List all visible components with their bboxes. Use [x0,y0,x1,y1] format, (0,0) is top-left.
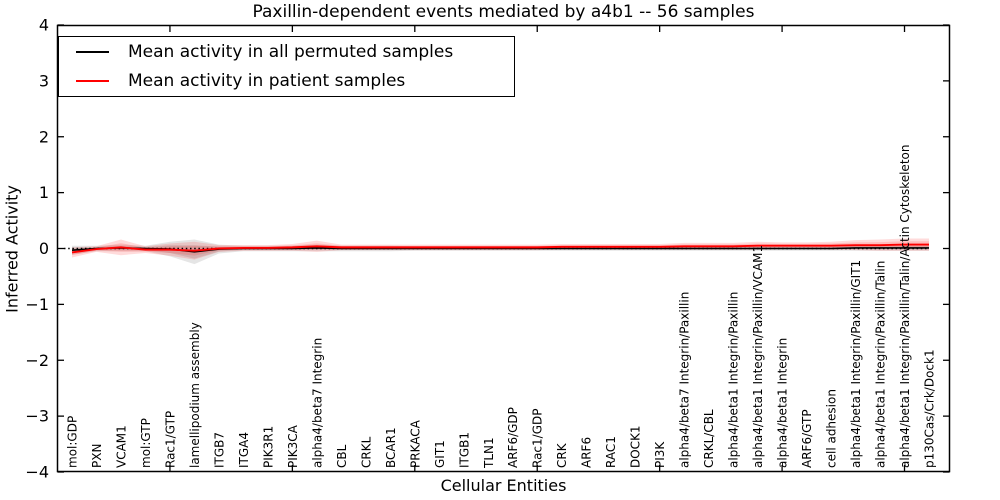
legend-line-sample-patient [76,80,109,83]
x-tick-label: mol:GDP [66,416,80,468]
y-tick-label: 4 [39,16,49,35]
x-tick-label: CRK [555,442,569,468]
y-tick-label: 2 [39,127,49,146]
x-axis-label: Cellular Entities [440,476,567,495]
x-tick-label: alpha4/beta7 Integrin [310,338,324,468]
x-tick-label: CRKL/CBL [702,409,716,468]
x-tick-label: mol:GTP [139,418,153,468]
y-tick-label: −1 [25,295,49,314]
x-tick-label: Rac1/GTP [163,411,177,468]
legend-label-patient: Mean activity in patient samples [128,71,406,92]
y-tick-label: 1 [39,183,49,202]
x-tick-label: PXN [90,444,104,468]
x-tick-label: VCAM1 [114,425,128,468]
x-tick-label: cell adhesion [825,389,839,468]
x-tick-label: ITGB1 [457,432,471,468]
x-tick-label: alpha4/beta7 Integrin/Paxillin [678,292,692,468]
x-tick-label: PIK3R1 [261,426,275,468]
x-tick-label: CRKL [359,436,373,468]
x-tick-label: alpha4/beta1 Integrin/Paxillin/Talin [874,261,888,468]
x-tick-label: alpha4/beta1 Integrin/Paxillin/GIT1 [849,260,863,468]
x-tick-label: alpha4/beta1 Integrin [776,338,790,468]
y-tick-label: 3 [39,71,49,90]
x-tick-label: RAC1 [604,436,618,468]
x-tick-label: PRKACA [408,419,422,468]
y-tick-label: −3 [25,407,49,426]
y-tick-label: −4 [25,463,49,482]
x-tick-label: lamellipodium assembly [188,322,202,468]
y-tick-label: 0 [39,239,49,258]
chart-title: Paxillin-dependent events mediated by a4… [252,2,755,22]
x-tick-label: ARF6/GDP [506,407,520,468]
x-tick-label: alpha4/beta1 Integrin/Paxillin [727,292,741,468]
x-tick-label: p130Cas/Crk/Dock1 [923,349,937,468]
legend-item-patient: Mean activity in patient samples [59,67,514,95]
x-tick-label: ARF6/GTP [800,409,814,468]
x-tick-label: PI3K [653,441,667,468]
x-tick-label: PIK3CA [286,424,300,468]
x-tick-label: GIT1 [433,440,447,468]
legend-item-permuted: Mean activity in all permuted samples [59,38,514,66]
patient-mean-line [71,243,929,254]
x-tick-label: TLN1 [482,437,496,469]
legend-line-sample-permuted [76,50,109,53]
x-tick-label: alpha4/beta1 Integrin/Paxillin/VCAM1 [751,245,765,468]
y-axis-label: Inferred Activity [2,185,22,313]
legend-label-permuted: Mean activity in all permuted samples [128,41,454,62]
y-tick-label: −2 [25,351,49,370]
x-tick-label: alpha4/beta1 Integrin/Paxillin/Talin/Act… [898,145,912,468]
x-tick-label: ARF6 [580,437,594,468]
x-tick-label: CBL [335,444,349,468]
x-tick-label: DOCK1 [629,425,643,468]
x-tick-label: Rac1/GDP [531,409,545,468]
x-tick-label: ITGB7 [212,432,226,468]
x-tick-label: BCAR1 [384,427,398,468]
x-tick-label: ITGA4 [237,432,251,468]
legend: Mean activity in all permuted samples Me… [58,36,515,97]
